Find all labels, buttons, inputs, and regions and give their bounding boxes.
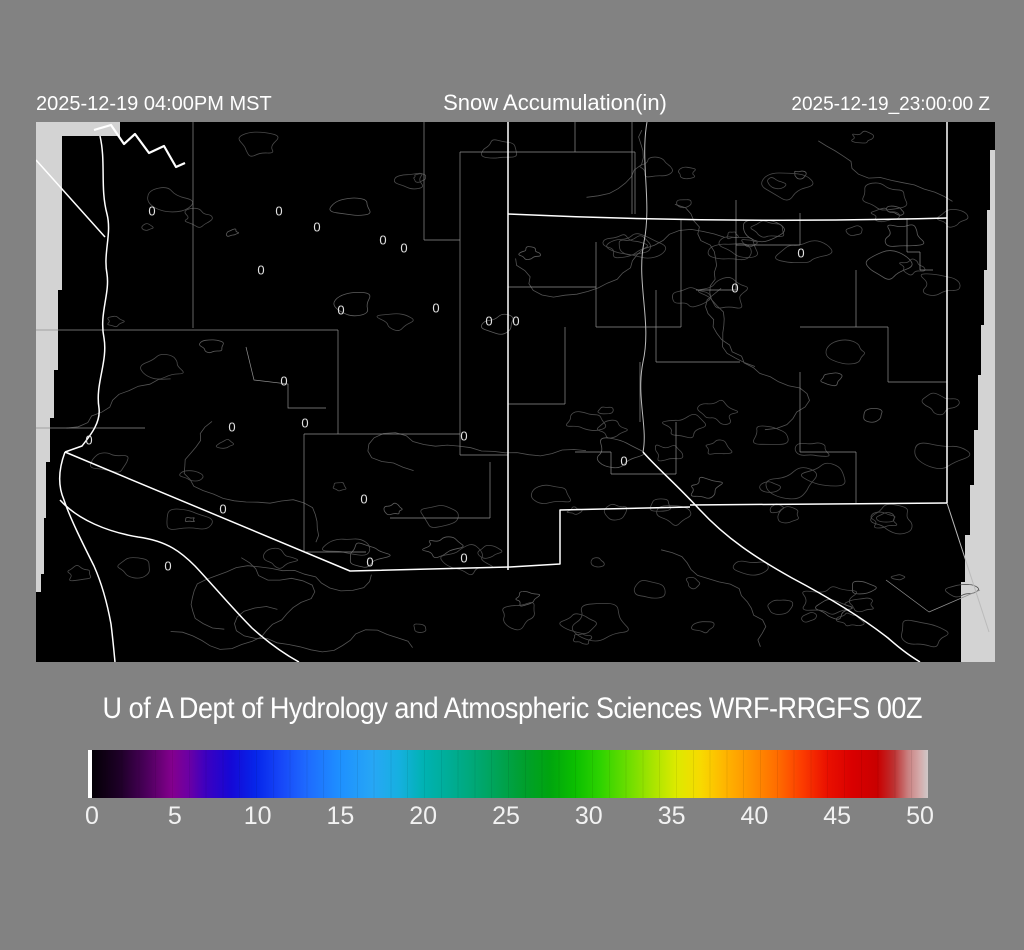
colorbar-tick-label: 0 — [85, 802, 99, 830]
colorbar-tick-label: 20 — [409, 802, 438, 830]
colorbar-tick-label: 25 — [492, 802, 520, 830]
zero-value-label: 0 — [301, 415, 309, 431]
zero-value-label: 0 — [280, 373, 288, 389]
zero-value-label: 0 — [460, 428, 468, 444]
zero-value-label: 0 — [164, 558, 172, 574]
zero-value-label: 0 — [512, 313, 520, 329]
zero-value-label: 0 — [485, 313, 493, 329]
caption: U of A Dept of Hydrology and Atmospheric… — [102, 692, 922, 725]
zero-value-label: 0 — [148, 203, 156, 219]
zero-value-label: 0 — [620, 453, 628, 469]
zero-value-label: 0 — [275, 203, 283, 219]
valid-time-label: 2025-12-19 04:00PM MST — [36, 93, 272, 115]
map-graphic — [36, 122, 995, 662]
zero-value-label: 0 — [360, 491, 368, 507]
zero-value-label: 0 — [257, 262, 265, 278]
zero-value-label: 0 — [85, 432, 93, 448]
zero-value-label: 0 — [400, 240, 408, 256]
zero-value-label: 0 — [219, 501, 227, 517]
colorbar-tick-label: 40 — [740, 802, 769, 830]
colorbar-tick-label: 35 — [657, 802, 686, 830]
zero-value-label: 0 — [797, 245, 805, 261]
colorbar-tick-label: 30 — [574, 802, 603, 830]
colorbar-tick-label: 5 — [167, 802, 182, 830]
colorbar-tick-label: 50 — [906, 802, 934, 830]
zero-value-label: 0 — [379, 232, 387, 248]
colorbar — [88, 750, 928, 798]
zero-value-label: 0 — [432, 300, 440, 316]
zero-value-label: 0 — [228, 419, 236, 435]
model-run-time-label: 2025-12-19_23:00:00 Z — [791, 94, 990, 115]
zero-value-label: 0 — [337, 302, 345, 318]
colorbar-tick-label: 10 — [243, 802, 272, 830]
zero-value-label: 0 — [366, 554, 374, 570]
colorbar-tick-label: 15 — [326, 802, 355, 830]
colorbar-zero-marker — [88, 750, 92, 798]
zero-value-label: 0 — [731, 280, 739, 296]
caption-row: U of A Dept of Hydrology and Atmospheric… — [0, 692, 1024, 726]
colorbar-tick-label: 45 — [823, 802, 852, 830]
colorbar-gradient — [88, 750, 928, 798]
zero-value-label: 0 — [313, 219, 321, 235]
page-title: Snow Accumulation(in) — [443, 90, 667, 115]
zero-value-label: 0 — [460, 550, 468, 566]
